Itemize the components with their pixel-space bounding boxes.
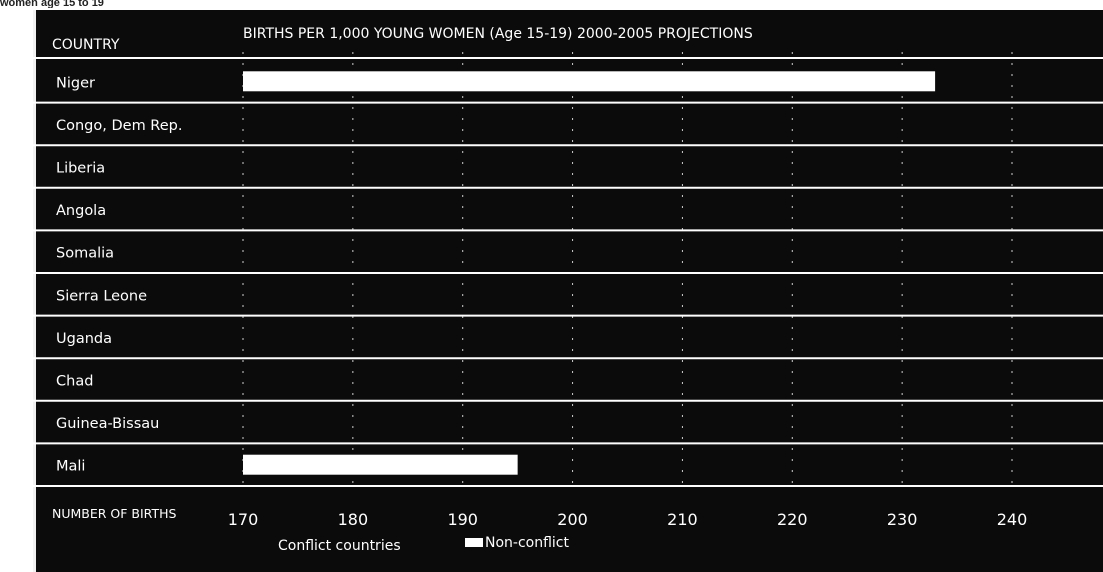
category-label: Sierra Leone — [56, 288, 147, 304]
x-tick-label: 240 — [997, 510, 1028, 529]
category-label: Angola — [56, 203, 106, 219]
category-label: Chad — [56, 374, 93, 390]
category-label: Somalia — [56, 246, 114, 262]
x-tick-label: 170 — [228, 510, 259, 529]
chart-panel — [33, 10, 1103, 572]
category-label: Niger — [56, 75, 95, 91]
x-tick-label: 180 — [338, 510, 369, 529]
category-label: Guinea-Bissau — [56, 416, 159, 432]
legend-non-conflict-label: Non-conflict — [485, 535, 570, 551]
category-label: Uganda — [56, 331, 112, 347]
category-label: Congo, Dem Rep. — [56, 118, 182, 134]
x-tick-label: 220 — [777, 510, 808, 529]
row-dividers — [33, 57, 1103, 487]
grid-layer — [242, 52, 1013, 486]
legend-conflict-label: Conflict countries — [278, 538, 401, 554]
category-label: Mali — [56, 459, 85, 475]
bar — [243, 454, 518, 475]
top-caption: women age 15 to 19 — [0, 0, 104, 8]
x-axis-label: NUMBER OF BIRTHS — [52, 506, 176, 521]
labels: 170 180 190 200 210 220 230 240 Niger Congo, Dem … — [56, 75, 1027, 529]
x-tick-label: 200 — [557, 510, 588, 529]
legend-non-conflict-swatch — [465, 538, 483, 547]
bars — [243, 71, 936, 475]
x-tick-label: 210 — [667, 510, 698, 529]
category-label: Liberia — [56, 161, 105, 177]
x-tick-label: 190 — [447, 510, 478, 529]
x-tick-label: 230 — [887, 510, 918, 529]
bar — [243, 71, 936, 92]
panel-top-border — [30, 8, 1103, 10]
country-column-header: COUNTRY — [52, 37, 120, 53]
chart-title: BIRTHS PER 1,000 YOUNG WOMEN (Age 15-19)… — [243, 26, 753, 42]
